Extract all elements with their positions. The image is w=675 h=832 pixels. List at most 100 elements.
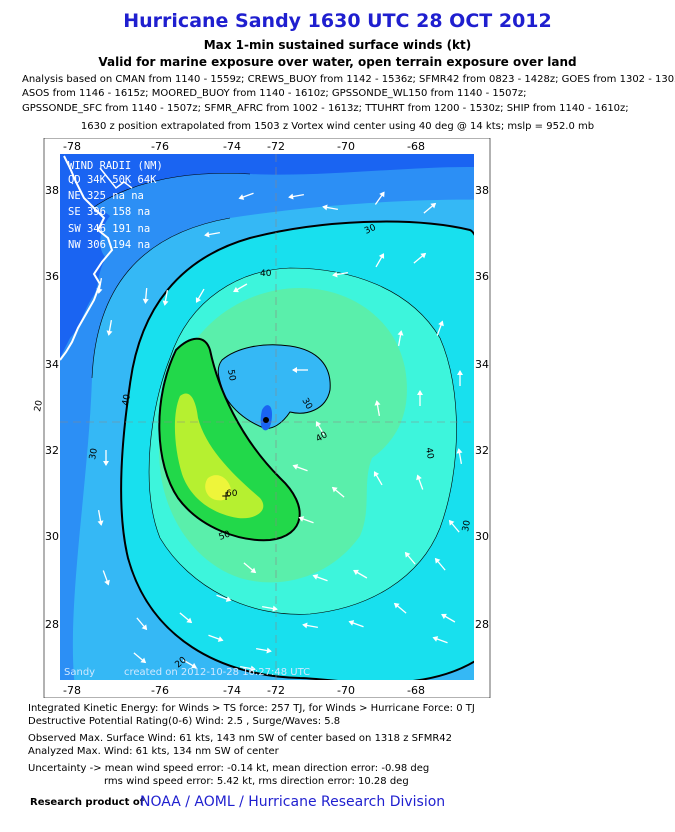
wind-vector-arrow (182, 659, 197, 669)
wind-vector-arrow (417, 390, 423, 406)
wind-vector-arrow (457, 370, 463, 386)
wind-vector-arrow (240, 665, 256, 672)
research-product-label: Research product of (30, 797, 145, 808)
lat-tick-label-right: 32 (475, 444, 489, 457)
wind-vector-arrow (238, 192, 254, 200)
contour-34kt (120, 220, 474, 680)
lon-tick-label-bottom: -74 (223, 684, 241, 697)
wind-vector-arrow (133, 652, 147, 664)
map-title: Hurricane Sandy 1630 UTC 28 OCT 2012 (123, 10, 552, 32)
contour-label: 60 (226, 489, 238, 499)
contour-label: 40 (423, 447, 435, 460)
analysis-line: ASOS from 1146 - 1615z; MOORED_BUOY from… (22, 88, 527, 100)
lon-tick-label-top: -70 (337, 140, 355, 153)
lat-tick-label-left: 32 (45, 444, 59, 457)
wind-vector-arrow (448, 519, 460, 533)
contour-label: 20 (33, 399, 45, 412)
wind-vector-arrow (298, 516, 314, 524)
wind-vector-arrow (374, 400, 381, 416)
contour-20kt (60, 173, 251, 242)
wind-radii-row: SE 396 158 na (68, 206, 150, 218)
position-note: 1630 z position extrapolated from 1503 z… (80, 121, 595, 132)
wind-vector-arrow (204, 231, 220, 238)
wind-radii-title: WIND RADII (NM) (68, 160, 163, 172)
wind-vector-arrow (374, 191, 385, 205)
max-wind-marker: + (221, 489, 231, 503)
lon-tick-label-bottom: -72 (267, 684, 285, 697)
wind-vector-arrow (375, 253, 385, 268)
wind-vector-arrow (423, 202, 437, 214)
contour-40kt (148, 267, 457, 615)
wind-vector-arrow (348, 620, 364, 628)
wind-vector-arrow (432, 636, 448, 644)
lon-tick-label-bottom: -78 (63, 684, 81, 697)
lon-tick-label-top: -74 (223, 140, 241, 153)
contour-label: 30 (363, 223, 378, 237)
noaa-aoml-link[interactable]: NOAA / AOML / Hurricane Research Divisio… (140, 794, 446, 810)
lat-tick-label-left: 38 (45, 184, 59, 197)
map-subtitle-exposure: Valid for marine exposure over water, op… (98, 55, 577, 69)
storm-center-marker (263, 417, 269, 423)
analysis-sources: Analysis based on CMAN from 1140 - 1559z… (22, 73, 675, 116)
lon-tick-label-top: -78 (63, 140, 81, 153)
wind-vector-arrow (373, 471, 383, 486)
wind-radii-table: WIND RADII (NM) QD 34K 50K 64K NE 325 na… (68, 160, 163, 251)
wind-vector-arrow (416, 474, 424, 490)
lon-tick-label-bottom: -68 (407, 684, 425, 697)
lat-tick-label-left: 28 (45, 618, 59, 631)
wind-vector-arrow (262, 605, 278, 612)
analyzed-max-line: Analyzed Max. Wind: 61 kts, 134 nm SW of… (28, 746, 279, 757)
wind-vector-arrow (353, 569, 368, 579)
wind-vector-arrow (312, 574, 328, 582)
creation-watermark: created on 2012-10-28 16:27:48 UTC (124, 667, 310, 678)
ike-line: Integrated Kinetic Energy: for Winds > T… (28, 703, 475, 714)
wind-vector-arrow (162, 290, 169, 306)
wind-radii-header: QD 34K 50K 64K (68, 174, 157, 186)
wind-radii-row: NW 306 194 na (68, 239, 150, 251)
wind-vector-arrow (256, 647, 272, 654)
lat-tick-label-left: 30 (45, 530, 59, 543)
wind-vector-arrow (434, 557, 446, 571)
lat-tick-label-right: 36 (475, 270, 489, 283)
contour-label: 50 (218, 529, 232, 542)
contour-label: 40 (260, 269, 272, 279)
wind-vector-arrow (102, 570, 110, 586)
wind-vector-arrow (208, 634, 224, 642)
wind-vector-arrow (331, 486, 345, 498)
map-subtitle-units: Max 1-min sustained surface winds (kt) (203, 38, 472, 52)
wind-vector-arrow (216, 594, 232, 602)
wind-vector-arrow (322, 204, 338, 211)
lat-tick-label-right: 34 (475, 358, 489, 371)
destructive-potential-line: Destructive Potential Rating(0-6) Wind: … (28, 716, 341, 727)
wind-vector-arrow (332, 271, 348, 278)
lat-tick-label-right: 38 (475, 184, 489, 197)
wind-vectors (96, 191, 463, 672)
lon-tick-label-top: -68 (407, 140, 425, 153)
wind-vector-arrow (288, 193, 304, 200)
wind-vector-arrow (292, 464, 308, 472)
wind-vector-arrow (413, 252, 427, 264)
bay-outline (99, 167, 133, 190)
wind-vector-arrow (195, 288, 205, 303)
wind-vector-arrow (106, 320, 113, 336)
lon-tick-label-bottom: -76 (151, 684, 169, 697)
wind-vector-arrow (436, 320, 444, 336)
lat-tick-label-left: 36 (45, 270, 59, 283)
lat-tick-label-left: 34 (45, 358, 59, 371)
wind-radii-row: SW 346 191 na (68, 223, 150, 235)
contour-label: 30 (88, 447, 100, 460)
wind-vector-arrow (292, 367, 308, 373)
wind-vector-arrow (136, 617, 148, 631)
wind-vector-arrow (315, 421, 325, 436)
wind-radii-row: NE 325 na na (68, 190, 144, 202)
wind-vector-arrow (441, 613, 456, 623)
analysis-line: Analysis based on CMAN from 1140 - 1559z… (22, 74, 675, 85)
lon-tick-label-top: -76 (151, 140, 169, 153)
contour-30kt (91, 217, 231, 379)
uncertainty-line: Uncertainty -> mean wind speed error: -0… (28, 763, 430, 774)
wind-zone-55kt (174, 393, 264, 519)
longitude-ticks: -78 -78 -76 -76 -74 -74 -72 -72 -70 -70 -68 -68 (63, 140, 425, 697)
wind-vector-arrow (103, 450, 109, 466)
